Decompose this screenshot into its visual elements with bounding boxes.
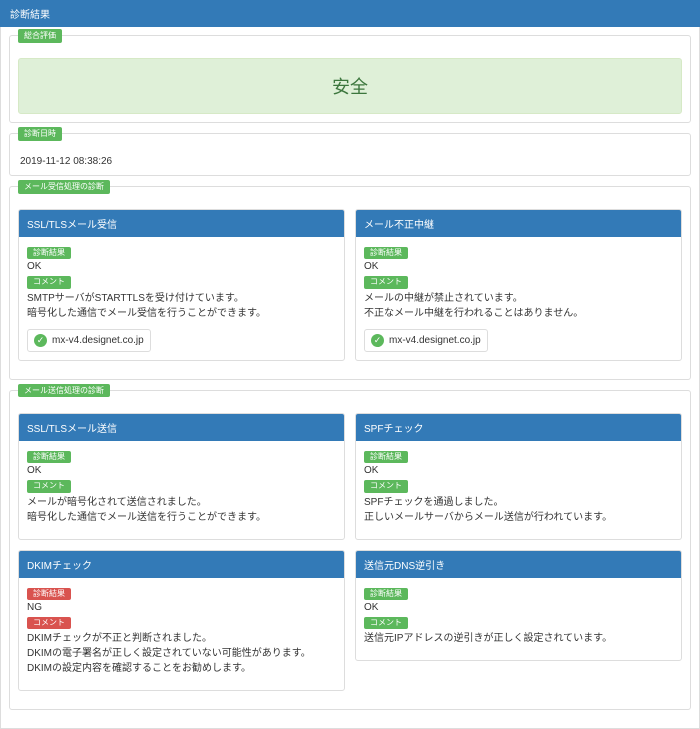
result-badge: 診断結果	[364, 451, 408, 463]
panel-row: SSL/TLSメール送信 診断結果 OK コメント メールが暗号化されて送信され…	[18, 413, 682, 540]
panel-title: DKIMチェック	[19, 551, 344, 578]
datetime-box: 診断日時 2019-11-12 08:38:26	[9, 133, 691, 176]
diagnosis-page: 診断結果 総合評価 安全 診断日時 2019-11-12 08:38:26 メー…	[0, 0, 700, 729]
comment-badge: コメント	[364, 276, 408, 288]
overall-rating-legend: 総合評価	[18, 29, 62, 43]
panel-row: DKIMチェック 診断結果 NG コメント DKIMチェックが不正と判断されまし…	[18, 550, 682, 692]
comment-lines: メールが暗号化されて送信されました。 暗号化した通信でメール送信を行うことができ…	[27, 495, 336, 525]
panel-title: SSL/TLSメール送信	[19, 414, 344, 441]
comment-lines: SMTPサーバがSTARTTLSを受け付けています。 暗号化した通信でメール受信…	[27, 291, 336, 321]
comment-badge: コメント	[27, 276, 71, 288]
section-send: メール送信処理の診断 SSL/TLSメール送信 診断結果 OK コメント メール…	[9, 390, 691, 711]
panel-body: 診断結果 NG コメント DKIMチェックが不正と判断されました。 DKIMの電…	[19, 578, 344, 691]
panel-body: 診断結果 OK コメント SPFチェックを通過しました。 正しいメールサーバから…	[356, 441, 681, 539]
comment-line: DKIMの設定内容を確認することをお勧めします。	[27, 661, 336, 676]
server-name: mx-v4.designet.co.jp	[52, 335, 144, 346]
comment-badge: コメント	[364, 480, 408, 492]
result-value: OK	[27, 465, 336, 476]
result-badge: 診断結果	[27, 247, 71, 259]
server-chip[interactable]: ✓ mx-v4.designet.co.jp	[27, 329, 151, 352]
page-title: 診断結果	[0, 0, 700, 27]
comment-line: 不正なメール中継を行われることはありません。	[364, 306, 673, 321]
comment-line: 正しいメールサーバからメール送信が行われています。	[364, 510, 673, 525]
datetime-legend: 診断日時	[18, 127, 62, 141]
panel-title: SSL/TLSメール受信	[19, 210, 344, 237]
panel-col: 送信元DNS逆引き 診断結果 OK コメント 送信元IPアドレスの逆引きが正しく…	[355, 550, 682, 692]
server-name: mx-v4.designet.co.jp	[389, 335, 481, 346]
result-badge: 診断結果	[27, 588, 71, 600]
server-chip[interactable]: ✓ mx-v4.designet.co.jp	[364, 329, 488, 352]
panel-title: SPFチェック	[356, 414, 681, 441]
panel-title: メール不正中継	[356, 210, 681, 237]
panel-reverse-dns: 送信元DNS逆引き 診断結果 OK コメント 送信元IPアドレスの逆引きが正しく…	[355, 550, 682, 662]
result-value: OK	[364, 602, 673, 613]
result-badge: 診断結果	[27, 451, 71, 463]
comment-line: DKIMチェックが不正と判断されました。	[27, 631, 336, 646]
comment-lines: DKIMチェックが不正と判断されました。 DKIMの電子署名が正しく設定されてい…	[27, 631, 336, 676]
overall-rating-value: 安全	[18, 58, 682, 114]
result-badge: 診断結果	[364, 588, 408, 600]
panel-dkim: DKIMチェック 診断結果 NG コメント DKIMチェックが不正と判断されまし…	[18, 550, 345, 692]
result-value: OK	[364, 261, 673, 272]
panel-spf: SPFチェック 診断結果 OK コメント SPFチェックを通過しました。 正しい…	[355, 413, 682, 540]
section-receive: メール受信処理の診断 SSL/TLSメール受信 診断結果 OK コメント SMT…	[9, 186, 691, 380]
panel-row: SSL/TLSメール受信 診断結果 OK コメント SMTPサーバがSTARTT…	[18, 209, 682, 361]
comment-badge: コメント	[27, 480, 71, 492]
result-badge: 診断結果	[364, 247, 408, 259]
comment-line: SMTPサーバがSTARTTLSを受け付けています。	[27, 291, 336, 306]
comment-badge: コメント	[27, 617, 71, 629]
panel-body: 診断結果 OK コメント メールが暗号化されて送信されました。 暗号化した通信で…	[19, 441, 344, 539]
panel-title: 送信元DNS逆引き	[356, 551, 681, 578]
result-value: OK	[364, 465, 673, 476]
panel-body: 診断結果 OK コメント 送信元IPアドレスの逆引きが正しく設定されています。	[356, 578, 681, 661]
comment-badge: コメント	[364, 617, 408, 629]
overall-rating-box: 総合評価 安全	[9, 35, 691, 123]
comment-line: DKIMの電子署名が正しく設定されていない可能性があります。	[27, 646, 336, 661]
comment-line: 暗号化した通信でメール送信を行うことができます。	[27, 510, 336, 525]
panel-ssl-send: SSL/TLSメール送信 診断結果 OK コメント メールが暗号化されて送信され…	[18, 413, 345, 540]
comment-line: SPFチェックを通過しました。	[364, 495, 673, 510]
comment-lines: メールの中継が禁止されています。 不正なメール中継を行われることはありません。	[364, 291, 673, 321]
comment-line: 送信元IPアドレスの逆引きが正しく設定されています。	[364, 631, 673, 646]
panel-col: SSL/TLSメール受信 診断結果 OK コメント SMTPサーバがSTARTT…	[18, 209, 345, 361]
panel-col: メール不正中継 診断結果 OK コメント メールの中継が禁止されています。 不正…	[355, 209, 682, 361]
panel-body: 診断結果 OK コメント SMTPサーバがSTARTTLSを受け付けています。 …	[19, 237, 344, 360]
result-value: OK	[27, 261, 336, 272]
comment-line: 暗号化した通信でメール受信を行うことができます。	[27, 306, 336, 321]
panel-relay: メール不正中継 診断結果 OK コメント メールの中継が禁止されています。 不正…	[355, 209, 682, 361]
section-legend: メール送信処理の診断	[18, 384, 110, 398]
panel-body: 診断結果 OK コメント メールの中継が禁止されています。 不正なメール中継を行…	[356, 237, 681, 360]
comment-line: メールの中継が禁止されています。	[364, 291, 673, 306]
section-legend: メール受信処理の診断	[18, 180, 110, 194]
comment-lines: 送信元IPアドレスの逆引きが正しく設定されています。	[364, 631, 673, 646]
result-value: NG	[27, 602, 336, 613]
panel-col: SPFチェック 診断結果 OK コメント SPFチェックを通過しました。 正しい…	[355, 413, 682, 540]
datetime-value: 2019-11-12 08:38:26	[18, 156, 682, 167]
panel-col: DKIMチェック 診断結果 NG コメント DKIMチェックが不正と判断されまし…	[18, 550, 345, 692]
check-icon: ✓	[34, 334, 47, 347]
page-body: 総合評価 安全 診断日時 2019-11-12 08:38:26 メール受信処理…	[0, 27, 700, 729]
check-icon: ✓	[371, 334, 384, 347]
panel-col: SSL/TLSメール送信 診断結果 OK コメント メールが暗号化されて送信され…	[18, 413, 345, 540]
comment-lines: SPFチェックを通過しました。 正しいメールサーバからメール送信が行われています…	[364, 495, 673, 525]
comment-line: メールが暗号化されて送信されました。	[27, 495, 336, 510]
panel-ssl-receive: SSL/TLSメール受信 診断結果 OK コメント SMTPサーバがSTARTT…	[18, 209, 345, 361]
